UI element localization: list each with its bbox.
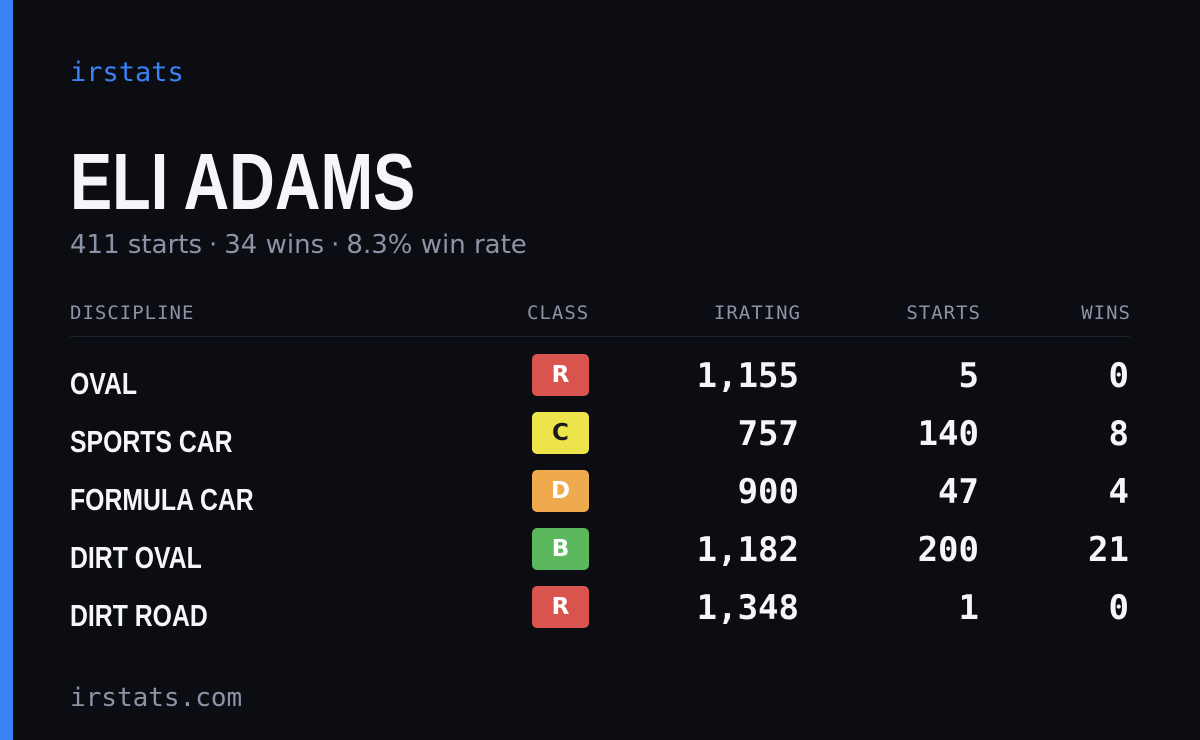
summary-starts: 411 starts bbox=[70, 230, 202, 260]
table-row: DIRT OVAL B 1,182 200 21 bbox=[0, 528, 1200, 586]
starts-value: 47 bbox=[938, 472, 979, 512]
header-discipline: DISCIPLINE bbox=[70, 302, 195, 324]
starts-value: 1 bbox=[958, 588, 979, 628]
class-badge: D bbox=[532, 470, 589, 512]
summary-separator: · bbox=[331, 230, 340, 260]
header-class: CLASS bbox=[527, 302, 590, 324]
irating-value: 900 bbox=[737, 472, 799, 512]
wins-value: 0 bbox=[1108, 356, 1129, 396]
starts-value: 5 bbox=[958, 356, 979, 396]
class-badge: B bbox=[532, 528, 589, 570]
class-badge: R bbox=[532, 586, 589, 628]
driver-summary: 411 starts · 34 wins · 8.3% win rate bbox=[70, 228, 527, 262]
class-badge: R bbox=[532, 354, 589, 396]
discipline-name: SPORTS CAR bbox=[70, 424, 233, 459]
discipline-name: OVAL bbox=[70, 366, 138, 401]
driver-name: ELI ADAMS bbox=[70, 137, 416, 226]
irating-value: 1,155 bbox=[696, 356, 799, 396]
irating-value: 1,182 bbox=[696, 530, 799, 570]
table-row: FORMULA CAR D 900 47 4 bbox=[0, 470, 1200, 528]
wins-value: 4 bbox=[1108, 472, 1129, 512]
table-row: SPORTS CAR C 757 140 8 bbox=[0, 412, 1200, 470]
discipline-name: DIRT OVAL bbox=[70, 540, 202, 575]
header-wins: WINS bbox=[1081, 302, 1131, 324]
wins-value: 8 bbox=[1108, 414, 1129, 454]
irating-value: 1,348 bbox=[696, 588, 799, 628]
table-row: DIRT ROAD R 1,348 1 0 bbox=[0, 586, 1200, 644]
starts-value: 140 bbox=[917, 414, 979, 454]
wins-value: 0 bbox=[1108, 588, 1129, 628]
irating-value: 757 bbox=[737, 414, 799, 454]
header-irating: IRATING bbox=[713, 302, 801, 324]
discipline-name: DIRT ROAD bbox=[70, 598, 208, 633]
table-row: OVAL R 1,155 5 0 bbox=[0, 354, 1200, 412]
wins-value: 21 bbox=[1088, 530, 1129, 570]
brand-logo: irstats bbox=[70, 57, 184, 88]
summary-wins: 34 wins bbox=[224, 230, 325, 260]
starts-value: 200 bbox=[917, 530, 979, 570]
footer-url: irstats.com bbox=[70, 683, 243, 713]
class-badge: C bbox=[532, 412, 589, 454]
header-divider bbox=[70, 336, 1130, 337]
header-starts: STARTS bbox=[906, 302, 981, 324]
discipline-name: FORMULA CAR bbox=[70, 482, 254, 517]
accent-bar bbox=[0, 0, 13, 740]
summary-win-rate: 8.3% win rate bbox=[346, 230, 527, 260]
summary-separator: · bbox=[209, 230, 218, 260]
